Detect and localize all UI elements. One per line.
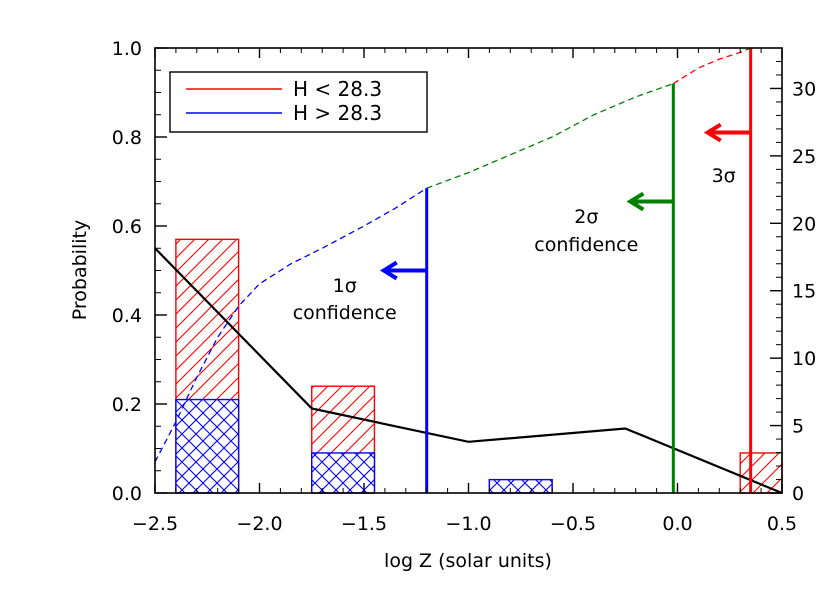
y2-tick-label: 15 — [792, 281, 816, 303]
y-tick-label: 0.4 — [112, 305, 142, 327]
x-tick-label: −1.5 — [341, 513, 387, 535]
bars-layer — [175, 238, 783, 494]
sigma-3-label: 3σ — [712, 165, 736, 187]
x-tick-label: −1.0 — [445, 513, 491, 535]
x-tick-label: 0.0 — [662, 513, 692, 535]
y2-tick-label: 30 — [792, 78, 816, 100]
y-axis-title: Probability — [69, 220, 91, 320]
y2-tick-label: 0 — [792, 483, 804, 505]
sigma-1-label: 1σ — [333, 275, 357, 297]
x-axis-title: log Z (solar units) — [384, 550, 552, 572]
sigma-2-label: 2σ — [574, 206, 598, 228]
confidence-arrow-head-1 — [379, 260, 398, 281]
y-tick-label: 0.0 — [112, 483, 142, 505]
curves-layer — [154, 47, 783, 495]
confidence-layer: 1σ confidence 2σ confidence 3σ — [293, 48, 753, 493]
confidence-1-label: confidence — [293, 302, 397, 324]
cumulative-curve-segment-1 — [426, 82, 674, 189]
y2-tick-label: 20 — [792, 213, 816, 235]
y2-tick-label: 25 — [792, 146, 816, 168]
legend: H < 28.3 H > 28.3 — [169, 71, 428, 133]
y-tick-label: 0.8 — [112, 127, 142, 149]
y-tick-label: 0.6 — [112, 216, 142, 238]
y-tick-label: 0.2 — [112, 394, 142, 416]
bar-blue-1 — [311, 452, 376, 494]
probability-curve — [154, 247, 783, 495]
x-tick-label: −2.0 — [236, 513, 282, 535]
y-tick-label: 1.0 — [112, 38, 142, 60]
cumulative-curve-segment-2 — [672, 47, 751, 85]
bar-blue-0 — [175, 398, 240, 494]
bar-blue-2 — [488, 478, 553, 494]
confidence-2-label: confidence — [534, 234, 638, 256]
legend-label-red: H < 28.3 — [293, 77, 382, 101]
axes-layer: −2.5 −2.0 −1.5 −1.0 −0.5 0.0 0.5 0.0 0.2 0.4 0.6 0.… — [112, 38, 816, 535]
x-tick-label: −2.5 — [132, 513, 178, 535]
confidence-arrow-head-3 — [703, 122, 722, 143]
y2-tick-label: 10 — [792, 348, 816, 370]
x-tick-label: −0.5 — [550, 513, 596, 535]
x-tick-label: 0.5 — [767, 513, 797, 535]
confidence-arrow-head-2 — [626, 191, 645, 212]
legend-label-blue: H > 28.3 — [293, 101, 382, 125]
bar-red-3 — [739, 452, 783, 494]
y2-tick-label: 5 — [792, 416, 804, 438]
legend-box — [169, 71, 428, 133]
